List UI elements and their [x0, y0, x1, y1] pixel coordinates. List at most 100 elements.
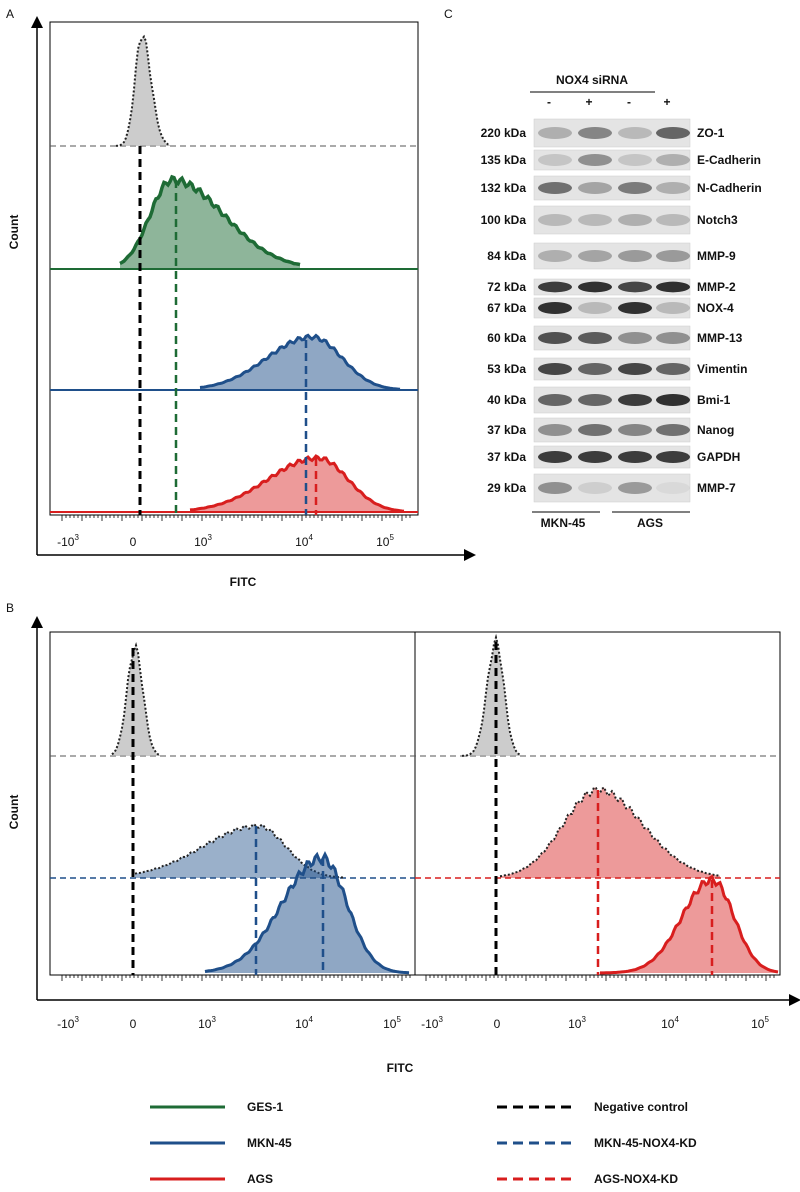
- protein-name: Nanog: [697, 423, 734, 437]
- histogram-fill: [135, 824, 345, 878]
- blot-band: [618, 451, 652, 463]
- legend-label: MKN-45-NOX4-KD: [594, 1136, 697, 1150]
- blot-strip: [533, 149, 691, 171]
- tick-base: 10: [661, 1017, 675, 1031]
- tick-exponent: 3: [438, 1015, 443, 1024]
- blot-band: [578, 424, 612, 436]
- tick-exponent: 5: [389, 533, 394, 542]
- x-tick-label: 105: [376, 533, 394, 549]
- x-tick-label: -103: [57, 533, 79, 549]
- blot-band: [538, 250, 572, 262]
- blot-band: [618, 250, 652, 262]
- molecular-weight: 135 kDa: [481, 153, 527, 167]
- x-tick-label: 103: [194, 533, 212, 549]
- tick-exponent: 3: [74, 1015, 79, 1024]
- tick-base: 10: [194, 535, 208, 549]
- x-tick-label: 0: [494, 1017, 501, 1031]
- panel-label: C: [444, 7, 453, 21]
- molecular-weight: 100 kDa: [481, 213, 527, 227]
- protein-name: MMP-9: [697, 249, 736, 263]
- histogram-fill: [200, 335, 400, 390]
- blot-band: [578, 250, 612, 262]
- protein-name: ZO-1: [697, 126, 725, 140]
- blot-band: [578, 482, 612, 494]
- tick-exponent: 5: [396, 1015, 401, 1024]
- blot-band: [538, 363, 572, 375]
- blot-band: [538, 281, 572, 293]
- protein-name: MMP-7: [697, 481, 736, 495]
- tick-exponent: 3: [74, 533, 79, 542]
- tick-base: 10: [295, 535, 309, 549]
- histogram-fill: [600, 876, 778, 973]
- histogram-outline: [119, 174, 301, 267]
- histogram-outline: [134, 823, 346, 879]
- y-axis-label: Count: [7, 795, 21, 830]
- blot-strip: [533, 242, 691, 270]
- tick-base: 10: [383, 1017, 397, 1031]
- tick-exponent: 5: [764, 1015, 769, 1024]
- x-tick-label: 103: [198, 1015, 216, 1031]
- blot-band: [656, 332, 690, 344]
- blot-band: [578, 182, 612, 194]
- tick-exponent: 4: [308, 533, 313, 542]
- legend-label: AGS: [247, 1172, 273, 1186]
- tick-base: -10: [57, 535, 75, 549]
- blot-band: [656, 482, 690, 494]
- x-tick-label: 105: [383, 1015, 401, 1031]
- x-tick-label: 0: [130, 535, 137, 549]
- blot-band: [618, 154, 652, 166]
- molecular-weight: 29 kDa: [487, 481, 526, 495]
- blot-band: [538, 451, 572, 463]
- x-tick-label: -103: [57, 1015, 79, 1031]
- tick-base: 10: [751, 1017, 765, 1031]
- x-tick-label: 105: [751, 1015, 769, 1031]
- molecular-weight: 220 kDa: [481, 126, 527, 140]
- x-tick-label: 0: [130, 1017, 137, 1031]
- tick-base: -10: [421, 1017, 439, 1031]
- x-tick-label: 104: [295, 533, 313, 549]
- blot-strip: [533, 175, 691, 201]
- blot-strip: [533, 297, 691, 319]
- blot-band: [618, 394, 652, 406]
- tick-base: 0: [130, 535, 137, 549]
- blot-band: [538, 302, 572, 314]
- tick-base: -10: [57, 1017, 75, 1031]
- blot-band: [538, 182, 572, 194]
- blot-band: [538, 127, 572, 139]
- blot-band: [656, 302, 690, 314]
- legend-label: AGS-NOX4-KD: [594, 1172, 678, 1186]
- x-axis-label: FITC: [387, 1061, 414, 1075]
- blot-strip: [533, 473, 691, 503]
- protein-name: NOX-4: [697, 301, 734, 315]
- histogram-fill: [190, 456, 405, 512]
- protein-name: MMP-13: [697, 331, 743, 345]
- blot-band: [578, 332, 612, 344]
- blot-band: [618, 127, 652, 139]
- lane-label: -: [627, 95, 631, 109]
- tick-base: 0: [494, 1017, 501, 1031]
- tick-exponent: 4: [308, 1015, 313, 1024]
- blot-band: [578, 394, 612, 406]
- blot-band: [656, 154, 690, 166]
- protein-name: Notch3: [697, 213, 738, 227]
- histogram-outline: [115, 34, 171, 147]
- tick-base: 10: [295, 1017, 309, 1031]
- y-axis-label: Count: [7, 215, 21, 250]
- histogram-fill: [462, 637, 520, 756]
- protein-name: GAPDH: [697, 450, 740, 464]
- blot-band: [656, 363, 690, 375]
- tick-base: 10: [198, 1017, 212, 1031]
- molecular-weight: 40 kDa: [487, 393, 526, 407]
- blot-band: [538, 482, 572, 494]
- blot-band: [656, 281, 690, 293]
- x-tick-label: -103: [421, 1015, 443, 1031]
- tick-exponent: 3: [211, 1015, 216, 1024]
- tick-exponent: 3: [207, 533, 212, 542]
- blot-band: [656, 424, 690, 436]
- panel-label: A: [6, 7, 14, 21]
- molecular-weight: 53 kDa: [487, 362, 526, 376]
- tick-base: 10: [376, 535, 390, 549]
- x-tick-label: 104: [295, 1015, 313, 1031]
- protein-name: E-Cadherin: [697, 153, 761, 167]
- histogram-outline: [461, 633, 521, 757]
